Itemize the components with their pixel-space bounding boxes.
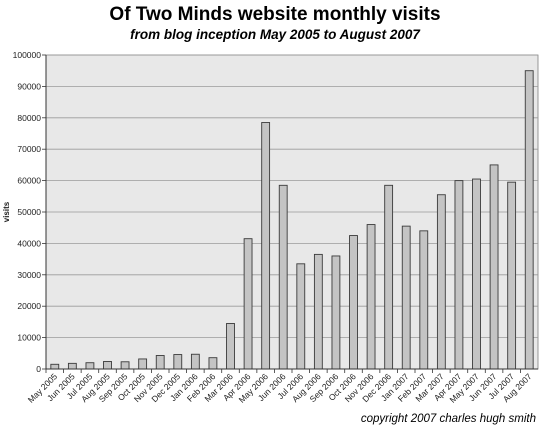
bar-jul-2007 [507, 181, 517, 370]
y-tick-label: 30000 [17, 270, 41, 280]
y-axis-ticks: 0 10000 20000 30000 40000 50000 60000 70000 8000… [13, 50, 46, 374]
bar-feb-2006 [208, 357, 218, 370]
bar-mar-2006 [226, 323, 235, 370]
bar-may-2005 [50, 363, 60, 370]
bar-sep-2006 [331, 255, 341, 370]
bar-feb-2007 [419, 230, 429, 370]
bar-dec-2006 [384, 184, 394, 370]
y-axis-label: visits [2, 201, 11, 222]
bar-dec-2005 [173, 354, 183, 370]
y-tick-label: 60000 [17, 176, 41, 186]
bar-jul-2005 [85, 362, 95, 370]
chart-subtitle: from blog inception May 2005 to August 2… [130, 27, 420, 42]
bar-oct-2006 [349, 235, 358, 370]
bar-sep-2005 [120, 361, 130, 370]
bar-aug-2007 [524, 70, 534, 370]
bar-mar-2007 [436, 194, 446, 370]
chart-title: Of Two Minds website monthly visits [109, 4, 441, 25]
bar-apr-2006 [243, 238, 253, 370]
bar-oct-2005 [138, 358, 148, 370]
y-tick-label: 40000 [17, 238, 41, 248]
y-tick-label: 80000 [17, 113, 41, 123]
bar-aug-2005 [103, 361, 112, 370]
bar-aug-2006 [313, 253, 323, 370]
y-tick-label: 20000 [17, 301, 41, 311]
y-tick-label: 0 [36, 364, 41, 374]
y-tick-label: 10000 [17, 333, 41, 343]
bars [50, 70, 534, 370]
y-tick-label: 50000 [17, 207, 41, 217]
bar-jul-2006 [296, 263, 306, 370]
bar-may-2006 [261, 122, 271, 370]
y-tick-label: 100000 [13, 50, 42, 60]
bar-nov-2006 [366, 224, 376, 370]
bar-apr-2007 [454, 180, 464, 370]
bar-jun-2007 [489, 164, 499, 370]
copyright-notice: copyright 2007 charles hugh smith [360, 413, 536, 425]
y-tick-label: 70000 [17, 144, 41, 154]
y-tick-label: 90000 [17, 81, 41, 91]
bar-jan-2007 [401, 225, 411, 370]
bar-jun-2005 [67, 362, 77, 370]
bar-nov-2005 [155, 355, 165, 370]
bar-jun-2006 [278, 184, 288, 370]
bar-may-2007 [472, 178, 481, 370]
bar-jan-2006 [190, 353, 200, 370]
